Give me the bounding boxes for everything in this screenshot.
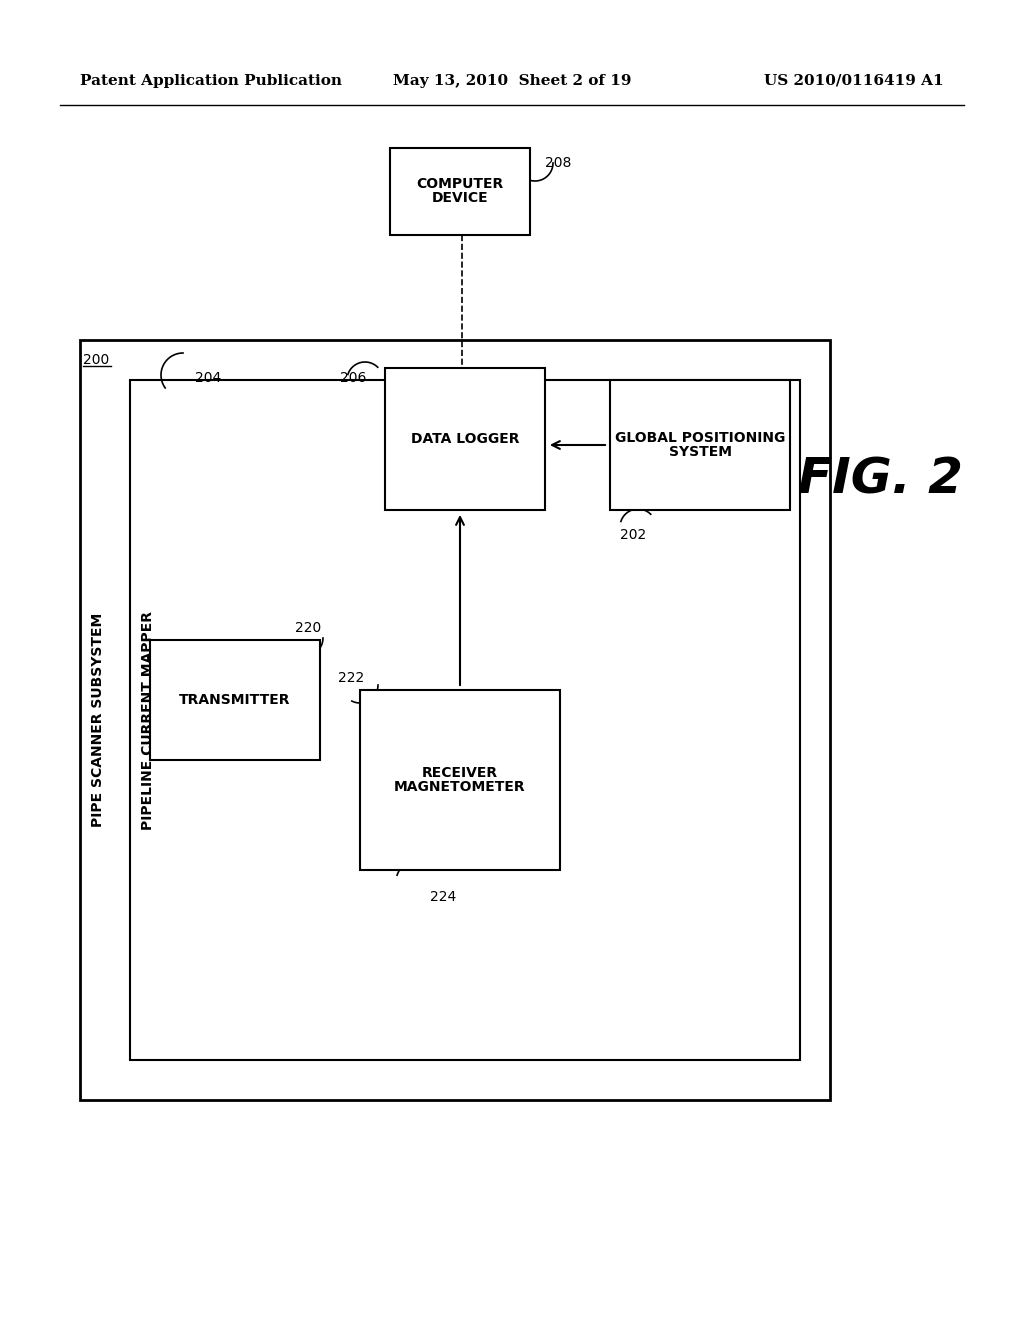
Text: MAGNETOMETER: MAGNETOMETER — [394, 780, 525, 795]
Text: 220: 220 — [295, 620, 322, 635]
Text: DATA LOGGER: DATA LOGGER — [411, 432, 519, 446]
Text: 222: 222 — [338, 671, 365, 685]
Bar — [150, 640, 319, 760]
Text: FIG. 2: FIG. 2 — [798, 455, 963, 504]
Text: 204: 204 — [195, 371, 221, 385]
Text: 208: 208 — [545, 156, 571, 170]
Text: DEVICE: DEVICE — [432, 191, 488, 206]
Text: 202: 202 — [620, 528, 646, 543]
Bar — [360, 690, 560, 870]
Text: RECEIVER: RECEIVER — [422, 766, 498, 780]
Text: PIPELINE CURRENT MAPPER: PIPELINE CURRENT MAPPER — [141, 610, 155, 829]
Text: 200: 200 — [83, 352, 110, 367]
Text: TRANSMITTER: TRANSMITTER — [179, 693, 291, 708]
Bar — [80, 341, 830, 1100]
Text: COMPUTER: COMPUTER — [417, 177, 504, 191]
Text: PIPE SCANNER SUBSYSTEM: PIPE SCANNER SUBSYSTEM — [91, 612, 105, 828]
Text: SYSTEM: SYSTEM — [669, 445, 731, 459]
Bar — [130, 380, 800, 1060]
Bar — [385, 368, 545, 510]
Bar — [390, 148, 530, 235]
Bar — [610, 380, 790, 510]
Text: Patent Application Publication: Patent Application Publication — [80, 74, 342, 88]
Text: May 13, 2010  Sheet 2 of 19: May 13, 2010 Sheet 2 of 19 — [393, 74, 631, 88]
Text: US 2010/0116419 A1: US 2010/0116419 A1 — [764, 74, 944, 88]
Text: 224: 224 — [430, 890, 457, 904]
Text: GLOBAL POSITIONING: GLOBAL POSITIONING — [614, 432, 785, 445]
Text: 206: 206 — [340, 371, 367, 385]
